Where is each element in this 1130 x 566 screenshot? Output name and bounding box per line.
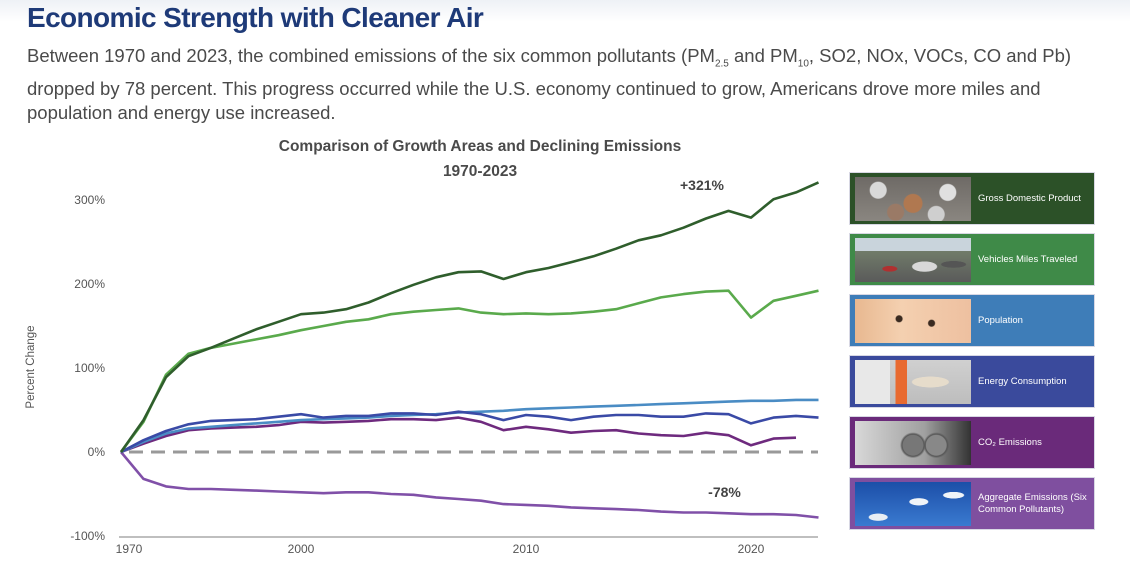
- legend-item: Vehicles Miles Traveled: [849, 233, 1095, 286]
- intro-text-1: Between 1970 and 2023, the combined emis…: [27, 45, 715, 66]
- intro-subscript-pm10: 10: [797, 58, 809, 70]
- legend-item: Gross Domestic Product: [849, 172, 1095, 225]
- y-tick-label: 0%: [88, 445, 106, 459]
- legend-label: CO₂ Emissions: [978, 436, 1042, 448]
- y-axis-label: Percent Change: [25, 325, 37, 408]
- series-line-co2-emissions: [120, 416, 797, 454]
- series-line-population: [120, 398, 819, 454]
- legend-label: Vehicles Miles Traveled: [978, 253, 1078, 265]
- legend-label: Population: [978, 314, 1023, 326]
- page-title: Economic Strength with Cleaner Air: [27, 2, 484, 33]
- y-tick-label: 200%: [74, 277, 105, 291]
- intro-subscript-pm25: 2.5: [714, 58, 729, 70]
- y-tick-label: 100%: [74, 361, 105, 375]
- coins-photo: [855, 176, 971, 221]
- series-line-gross-domestic-product: [119, 181, 820, 453]
- legend-label: Gross Domestic Product: [978, 192, 1081, 204]
- legend-item: Aggregate Emissions (Six Common Pollutan…: [849, 477, 1095, 530]
- x-axis: 1970 2000 2010 2020: [116, 542, 765, 556]
- y-axis: 300% 200% 100% 0% -100%: [70, 193, 105, 543]
- annotation-label: +321%: [680, 177, 725, 193]
- series-lines: [119, 181, 820, 519]
- annotations: +321% -78%: [680, 177, 741, 500]
- annotation-label: -78%: [708, 484, 741, 500]
- legend: Gross Domestic Product Vehicles Miles Tra…: [849, 172, 1095, 538]
- series-line-aggregate-emissions: [120, 451, 819, 519]
- intro-text-2: and PM: [728, 45, 798, 66]
- x-tick-label: 2000: [288, 542, 315, 556]
- traffic-photo: [855, 237, 971, 282]
- legend-label: Energy Consumption: [978, 375, 1067, 387]
- legend-item: Energy Consumption: [849, 355, 1095, 408]
- intro-text-3: , SO2, NOx, VOCs, CO and Pb) dropped by …: [27, 45, 1072, 123]
- series-line-vehicles-miles-traveled: [119, 289, 819, 453]
- intro-paragraph: Between 1970 and 2023, the combined emis…: [27, 44, 1107, 125]
- series-line-energy-consumption: [120, 410, 819, 454]
- line-chart: 300% 200% 100% 0% -100% Percent Change 1970 2…: [25, 177, 820, 556]
- legend-item: Population: [849, 294, 1095, 347]
- y-tick-label: -100%: [70, 529, 105, 543]
- baby-face-photo: [855, 298, 971, 343]
- chart-title: Comparison of Growth Areas and Declining…: [278, 138, 682, 155]
- x-tick-label: 2020: [738, 542, 765, 556]
- y-tick-label: 300%: [74, 193, 105, 207]
- x-tick-label: 1970: [116, 542, 143, 556]
- legend-item: CO₂ Emissions: [849, 416, 1095, 469]
- chart-subtitle: 1970-2023: [442, 163, 518, 180]
- legend-label: Aggregate Emissions (Six Common Pollutan…: [978, 491, 1087, 515]
- exhaust-pipe-photo: [855, 420, 971, 465]
- smokestacks-photo: [855, 481, 971, 526]
- x-tick-label: 2010: [513, 542, 540, 556]
- power-plug-photo: [855, 359, 971, 404]
